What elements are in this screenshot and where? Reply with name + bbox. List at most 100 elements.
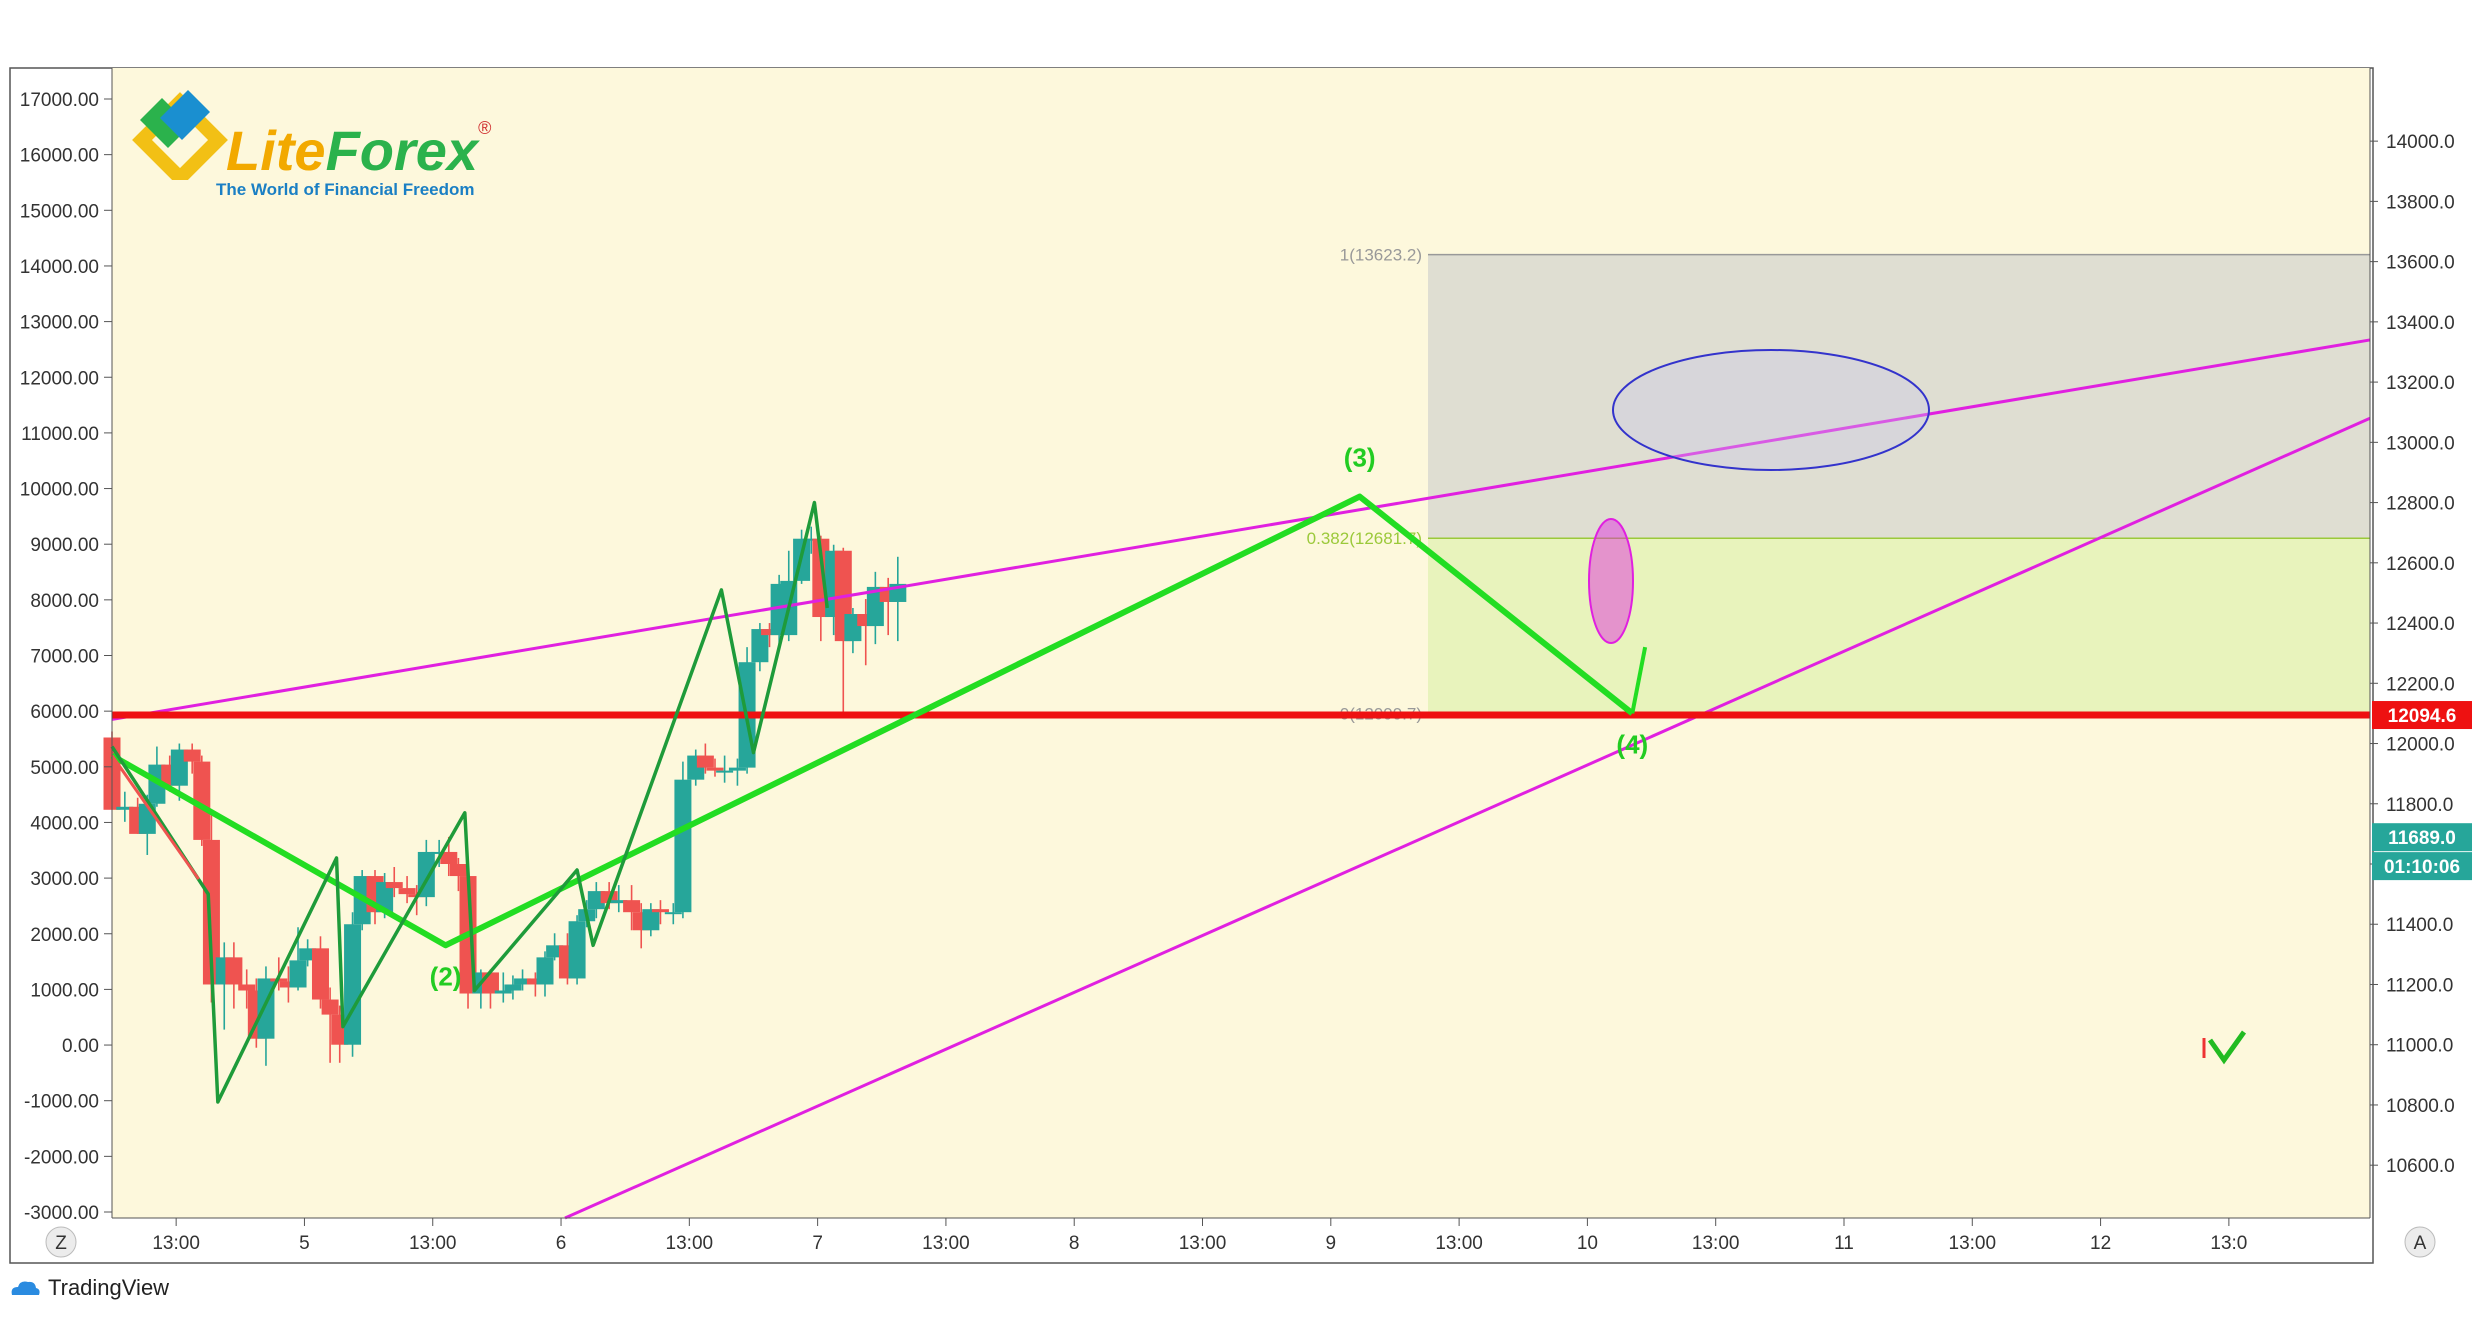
candle: [449, 857, 467, 892]
right-axis-tick-label: 12400.0: [2386, 614, 2455, 635]
x-axis-tick-label: 11: [1834, 1233, 1854, 1254]
x-axis-tick-label: 13:00: [409, 1233, 457, 1254]
price-badge-label: 11689.0: [2388, 828, 2456, 849]
x-axis-tick-label: 13:0: [2210, 1233, 2247, 1254]
candle: [674, 761, 692, 919]
right-axis-tick-label: 13400.0: [2386, 313, 2455, 334]
candle: [299, 939, 317, 967]
left-axis-tick-label: 3000.00: [30, 869, 99, 890]
candle: [183, 743, 201, 774]
candle: [344, 912, 362, 1057]
right-axis-tick-label: 11400.0: [2386, 915, 2453, 936]
price-badge-label: 01:10:06: [2384, 857, 2460, 878]
right-axis-tick-label: 11000.0: [2386, 1036, 2453, 1057]
x-axis-tick-label: 12: [2090, 1233, 2111, 1254]
candle-body: [299, 948, 317, 961]
candle: [738, 647, 756, 774]
candle: [430, 839, 448, 868]
candle-body: [751, 629, 769, 663]
candle-body: [674, 779, 692, 913]
candle-body: [344, 924, 362, 1045]
left-axis-tick-label: 1000.00: [30, 980, 99, 1001]
right-axis-tick-label: 12800.0: [2386, 494, 2455, 515]
candle: [385, 867, 403, 898]
logo-word-forex: Forex: [325, 119, 479, 182]
candle-body: [651, 909, 669, 913]
checkmark-icon: [2202, 1030, 2247, 1065]
candle: [844, 607, 862, 654]
price-badge[interactable]: 01:10:06: [2372, 852, 2472, 881]
left-axis-tick-label: 5000.00: [30, 758, 99, 779]
left-axis-tick-label: 13000.00: [20, 313, 99, 334]
candle-body: [610, 900, 628, 904]
left-axis-tick-label: 10000.00: [20, 480, 99, 501]
highlight-ellipse: [1588, 518, 1634, 644]
channel-lower-line: [564, 416, 2371, 1220]
x-axis-tick-label: 6: [556, 1233, 567, 1254]
time-axis: 13:00 5 13:00 6 13:00 7 13:00 8 13:00 9 13:00 10 13:…: [112, 1217, 2370, 1254]
candle-body: [546, 945, 564, 958]
x-axis-tick-label: 7: [812, 1233, 823, 1254]
candle-body: [696, 755, 714, 768]
corner-button-right[interactable]: A: [2404, 1226, 2436, 1258]
cloud-icon: [11, 1281, 40, 1295]
left-axis-tick-label: 9000.00: [30, 535, 99, 556]
logo-tagline: The World of Financial Freedom: [216, 180, 475, 199]
left-axis-tick-label: 12000.00: [20, 368, 99, 389]
candle: [116, 791, 134, 822]
x-axis-tick-label: 13:00: [152, 1233, 200, 1254]
candle: [642, 903, 660, 937]
candle-body: [761, 629, 779, 636]
candle-body: [481, 972, 499, 994]
tradingview-footer[interactable]: TradingView: [8, 1275, 169, 1301]
x-axis-tick-label: 13:00: [666, 1233, 714, 1254]
candle-body: [202, 839, 220, 985]
candle: [514, 969, 532, 991]
liteforex-logo-mark-icon: [132, 90, 228, 180]
wave-labels: (2) (3) (4): [430, 443, 1649, 992]
price-badge[interactable]: 12094.6: [2372, 701, 2472, 730]
candle: [610, 885, 628, 913]
candle-body: [170, 749, 188, 786]
corner-button-right-label: A: [2414, 1233, 2427, 1254]
candle-body: [321, 999, 339, 1015]
left-axis-tick-label: 11000.00: [21, 424, 99, 445]
right-axis-tick-label: 11800.0: [2386, 795, 2453, 816]
wave-label: (3): [1344, 443, 1376, 473]
candle-body: [642, 909, 660, 931]
x-axis-tick-label: 10: [1577, 1233, 1598, 1254]
candle: [279, 966, 297, 1003]
wave-label: (4): [1616, 729, 1648, 759]
right-axis-tick-label: 14000.0: [2386, 132, 2455, 153]
x-axis-tick-label: 13:00: [922, 1233, 970, 1254]
candle: [504, 975, 522, 1000]
price-badge[interactable]: 11689.0: [2372, 823, 2472, 852]
fib-level-label: 0.382(12681.7): [1307, 529, 1422, 548]
candle-body: [116, 806, 134, 810]
candle-body: [311, 948, 329, 1000]
x-axis-tick-label: 13:00: [1949, 1233, 1997, 1254]
candle: [761, 623, 779, 648]
candle-body: [440, 851, 458, 865]
candle: [716, 755, 734, 783]
candle-body: [802, 538, 820, 541]
x-axis-tick-label: 5: [299, 1233, 310, 1254]
left-axis-tick-label: 0.00: [62, 1036, 99, 1057]
candle-body: [514, 978, 532, 985]
left-axis-tick-label: 16000.00: [20, 146, 99, 167]
fibonacci-retracement: 1(13623.2)0.382(12681.7)0(12099.7): [1307, 246, 2370, 723]
candle: [623, 885, 641, 931]
corner-button-left[interactable]: Z: [45, 1226, 77, 1258]
candle: [546, 933, 564, 961]
logo-word-lite: Lite: [226, 119, 326, 182]
right-axis-tick-label: 10800.0: [2386, 1096, 2455, 1117]
candle: [587, 882, 605, 919]
right-axis-tick-label: 12600.0: [2386, 554, 2455, 575]
candle-body: [623, 900, 641, 913]
x-axis-tick-label: 13:00: [1435, 1233, 1483, 1254]
candle-body: [664, 912, 682, 915]
candle-body: [398, 888, 416, 895]
fib-zone-upper: [1428, 254, 2370, 539]
channel-upper-line: [111, 338, 2371, 721]
